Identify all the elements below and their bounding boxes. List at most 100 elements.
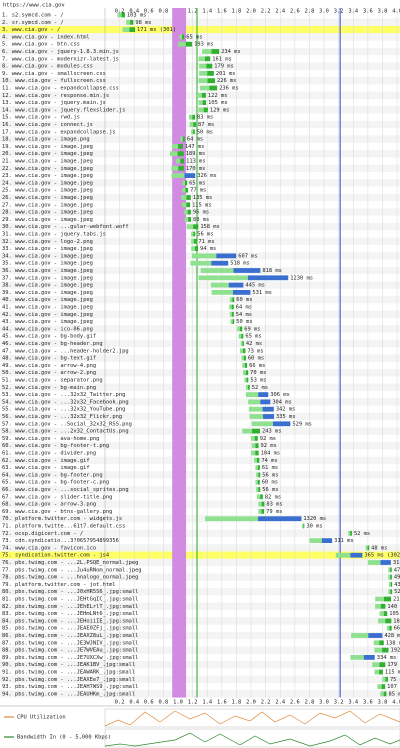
- duration-label: 181 ms: [393, 618, 400, 624]
- request-download: [180, 158, 185, 164]
- request-download: [247, 275, 289, 281]
- row-stripe: [0, 296, 400, 304]
- x-tick-label: 3.6: [363, 9, 373, 15]
- duration-label: 115 ms: [385, 670, 400, 676]
- request-label: 36. www.cia.gov - image.jpeg: [2, 268, 93, 274]
- row-stripe: [0, 325, 400, 333]
- request-label: 6. www.cia.gov - jquery-1.8.3.min.js: [2, 49, 119, 55]
- duration-label: 122 ms: [208, 93, 227, 99]
- row-stripe: [0, 675, 400, 683]
- request-wait: [258, 501, 262, 507]
- request-label: 51. www.cia.gov - separator.png: [2, 378, 103, 384]
- duration-label: 179 ms: [214, 64, 233, 70]
- request-label: 47. www.cia.gov - ...header-holder2.jpg: [2, 348, 129, 354]
- row-stripe: [0, 471, 400, 479]
- request-wait: [244, 377, 247, 383]
- cpu-label: CPU Utilization: [17, 715, 66, 721]
- request-wait: [377, 684, 382, 689]
- request-label: 20. www.cia.gov - image.jpeg: [2, 151, 93, 157]
- request-label: 61. www.cia.gov - divider.png: [2, 451, 96, 457]
- request-download: [178, 165, 184, 171]
- request-label: 50. www.cia.gov - arrow-2.png: [2, 370, 96, 376]
- request-label: 40. www.cia.gov - image.jpeg: [2, 297, 93, 303]
- request-label: 35. www.cia.gov - image.jpeg: [2, 261, 93, 267]
- request-download: [188, 217, 192, 222]
- request-label: 32. www.cia.gov - logo-2.png: [2, 239, 93, 245]
- row-stripe: [0, 646, 400, 654]
- request-wait: [199, 71, 208, 76]
- request-download: [245, 370, 249, 376]
- request-wait: [242, 428, 253, 434]
- request-download: [244, 363, 248, 368]
- request-label: 18. www.cia.gov - image.png: [2, 137, 90, 143]
- request-wait: [229, 297, 233, 303]
- duration-label: 192 ms: [390, 648, 400, 654]
- request-download: [193, 129, 195, 135]
- request-wait: [365, 545, 368, 551]
- x-tick-label: 3.0: [319, 700, 329, 706]
- duration-label: 65 ms: [245, 334, 261, 340]
- request-label: 19. www.cia.gov - image.jpeg: [2, 144, 93, 150]
- request-label: 28. www.cia.gov - image.jpeg: [2, 210, 93, 216]
- duration-label: 179 ms: [387, 662, 400, 668]
- request-download: [385, 618, 392, 624]
- row-stripe: [0, 529, 400, 537]
- request-wait: [241, 355, 244, 361]
- request-wait: [169, 151, 178, 157]
- request-download: [186, 195, 191, 200]
- request-wait: [388, 589, 391, 595]
- duration-label: 66 ms: [394, 626, 400, 632]
- request-download: [380, 560, 391, 565]
- duration-label: 1230 ms: [290, 275, 313, 281]
- request-wait: [335, 552, 351, 558]
- request-download: [186, 202, 191, 208]
- request-label: 80. pbs.twimg.com - ...J0xHR5S6_.jpg:sma…: [2, 589, 138, 595]
- request-wait: [229, 311, 233, 317]
- request-wait: [375, 596, 384, 602]
- duration-label: 49 ms: [394, 575, 400, 581]
- row-stripe: [0, 515, 400, 523]
- request-wait: [350, 655, 364, 660]
- highlight-row: [0, 25, 400, 34]
- request-wait: [256, 472, 259, 478]
- request-label: 48. www.cia.gov - bg-text.gif: [2, 356, 96, 362]
- row-stripe: [0, 661, 400, 669]
- duration-label: 115 ms: [192, 202, 211, 208]
- request-wait: [183, 209, 188, 215]
- request-label: 31. www.cia.gov - jquery.tabs.js: [2, 232, 106, 238]
- request-label: 86. pbs.twimg.com - ...JEAXZ8uL_.jpg:sma…: [2, 633, 138, 639]
- request-download: [379, 669, 383, 675]
- request-wait: [251, 421, 274, 427]
- request-label: 49. www.cia.gov - arrow-4.png: [2, 363, 96, 369]
- request-wait: [200, 268, 234, 273]
- duration-label: 92 ms: [260, 436, 276, 442]
- request-label: 37. www.cia.gov - image.jpeg: [2, 275, 93, 281]
- request-label: 10. www.cia.gov - fullscreen.css: [2, 78, 106, 84]
- request-label: 67. www.cia.gov - slider-title.png: [2, 494, 112, 500]
- row-stripe: [0, 223, 400, 231]
- row-stripe: [0, 150, 400, 158]
- duration-label: 50 ms: [197, 129, 213, 135]
- bandwidth-panel: [104, 728, 400, 748]
- request-download: [303, 523, 305, 529]
- x-tick-label: 0.4: [129, 700, 139, 706]
- request-wait: [179, 34, 183, 40]
- x-tick-label: 0.8: [159, 700, 169, 706]
- cpu-panel: [104, 708, 400, 728]
- row-stripe: [0, 602, 400, 610]
- duration-label: 335 ms: [276, 414, 295, 420]
- request-download: [216, 253, 237, 259]
- request-wait: [205, 516, 259, 522]
- duration-label: 60 ms: [262, 480, 278, 486]
- duration-label: 129 ms: [210, 107, 229, 113]
- duration-label: 65 ms: [189, 180, 205, 186]
- request-wait: [230, 319, 233, 324]
- request-download: [385, 676, 388, 682]
- duration-label: 56 ms: [262, 487, 278, 493]
- request-label: 9. www.cia.gov - smallscreen.css: [2, 71, 106, 77]
- x-tick-label: 0.2: [115, 700, 125, 706]
- duration-label: 52 ms: [354, 531, 370, 537]
- request-wait: [126, 19, 131, 25]
- request-label: 78. pbs.twimg.com - ...hnalogo_normal.jp…: [2, 575, 138, 581]
- x-tick-label: 1.8: [232, 9, 242, 15]
